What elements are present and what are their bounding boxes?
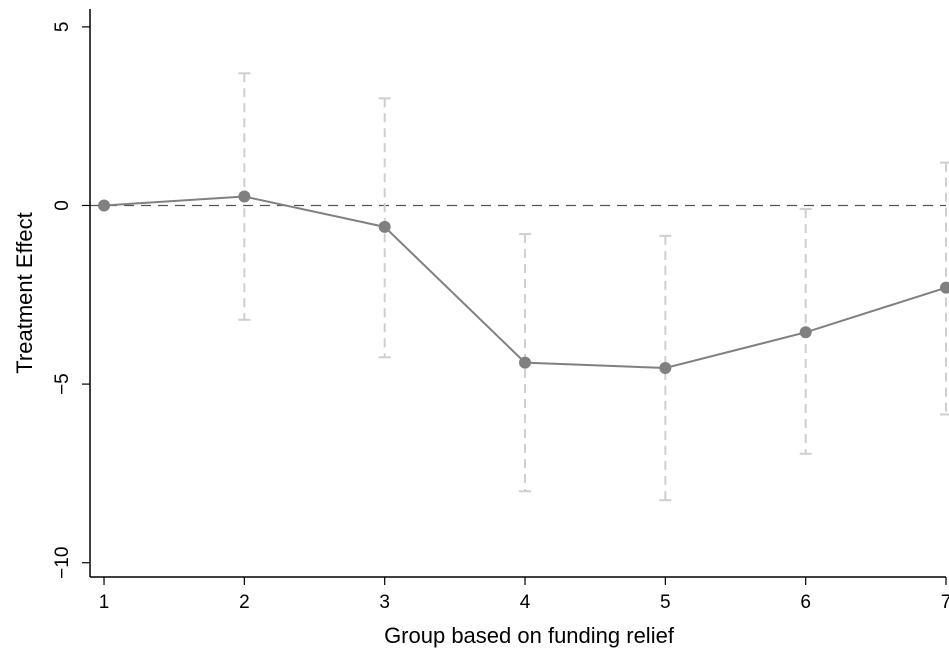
x-tick-label: 1 bbox=[99, 592, 110, 613]
x-tick-label: 3 bbox=[379, 592, 390, 613]
axes: 5 0 −5 −10 1 2 3 4 5 6 7 bbox=[52, 9, 949, 613]
x-tick-label: 6 bbox=[800, 592, 811, 613]
x-tick-label: 2 bbox=[239, 592, 250, 613]
data-point bbox=[378, 220, 391, 233]
data-point bbox=[238, 190, 251, 203]
x-tick-label: 4 bbox=[520, 592, 531, 613]
y-axis-title: Treatment Effect bbox=[12, 212, 37, 373]
x-axis-title: Group based on funding relief bbox=[384, 623, 675, 648]
y-tick-label: 5 bbox=[52, 22, 73, 33]
data-point bbox=[940, 281, 949, 294]
plot-area bbox=[90, 72, 949, 502]
data-point bbox=[799, 326, 812, 339]
y-tick-label: 0 bbox=[52, 200, 73, 211]
data-point bbox=[98, 199, 111, 212]
x-tick-label: 7 bbox=[941, 592, 949, 613]
data-point bbox=[659, 362, 672, 375]
data-point bbox=[519, 356, 532, 369]
y-tick-label: −10 bbox=[52, 547, 73, 579]
y-tick-label: −5 bbox=[52, 373, 73, 395]
x-tick-label: 5 bbox=[660, 592, 671, 613]
